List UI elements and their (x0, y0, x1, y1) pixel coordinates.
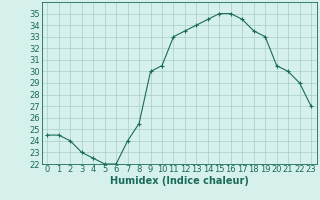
X-axis label: Humidex (Indice chaleur): Humidex (Indice chaleur) (110, 176, 249, 186)
